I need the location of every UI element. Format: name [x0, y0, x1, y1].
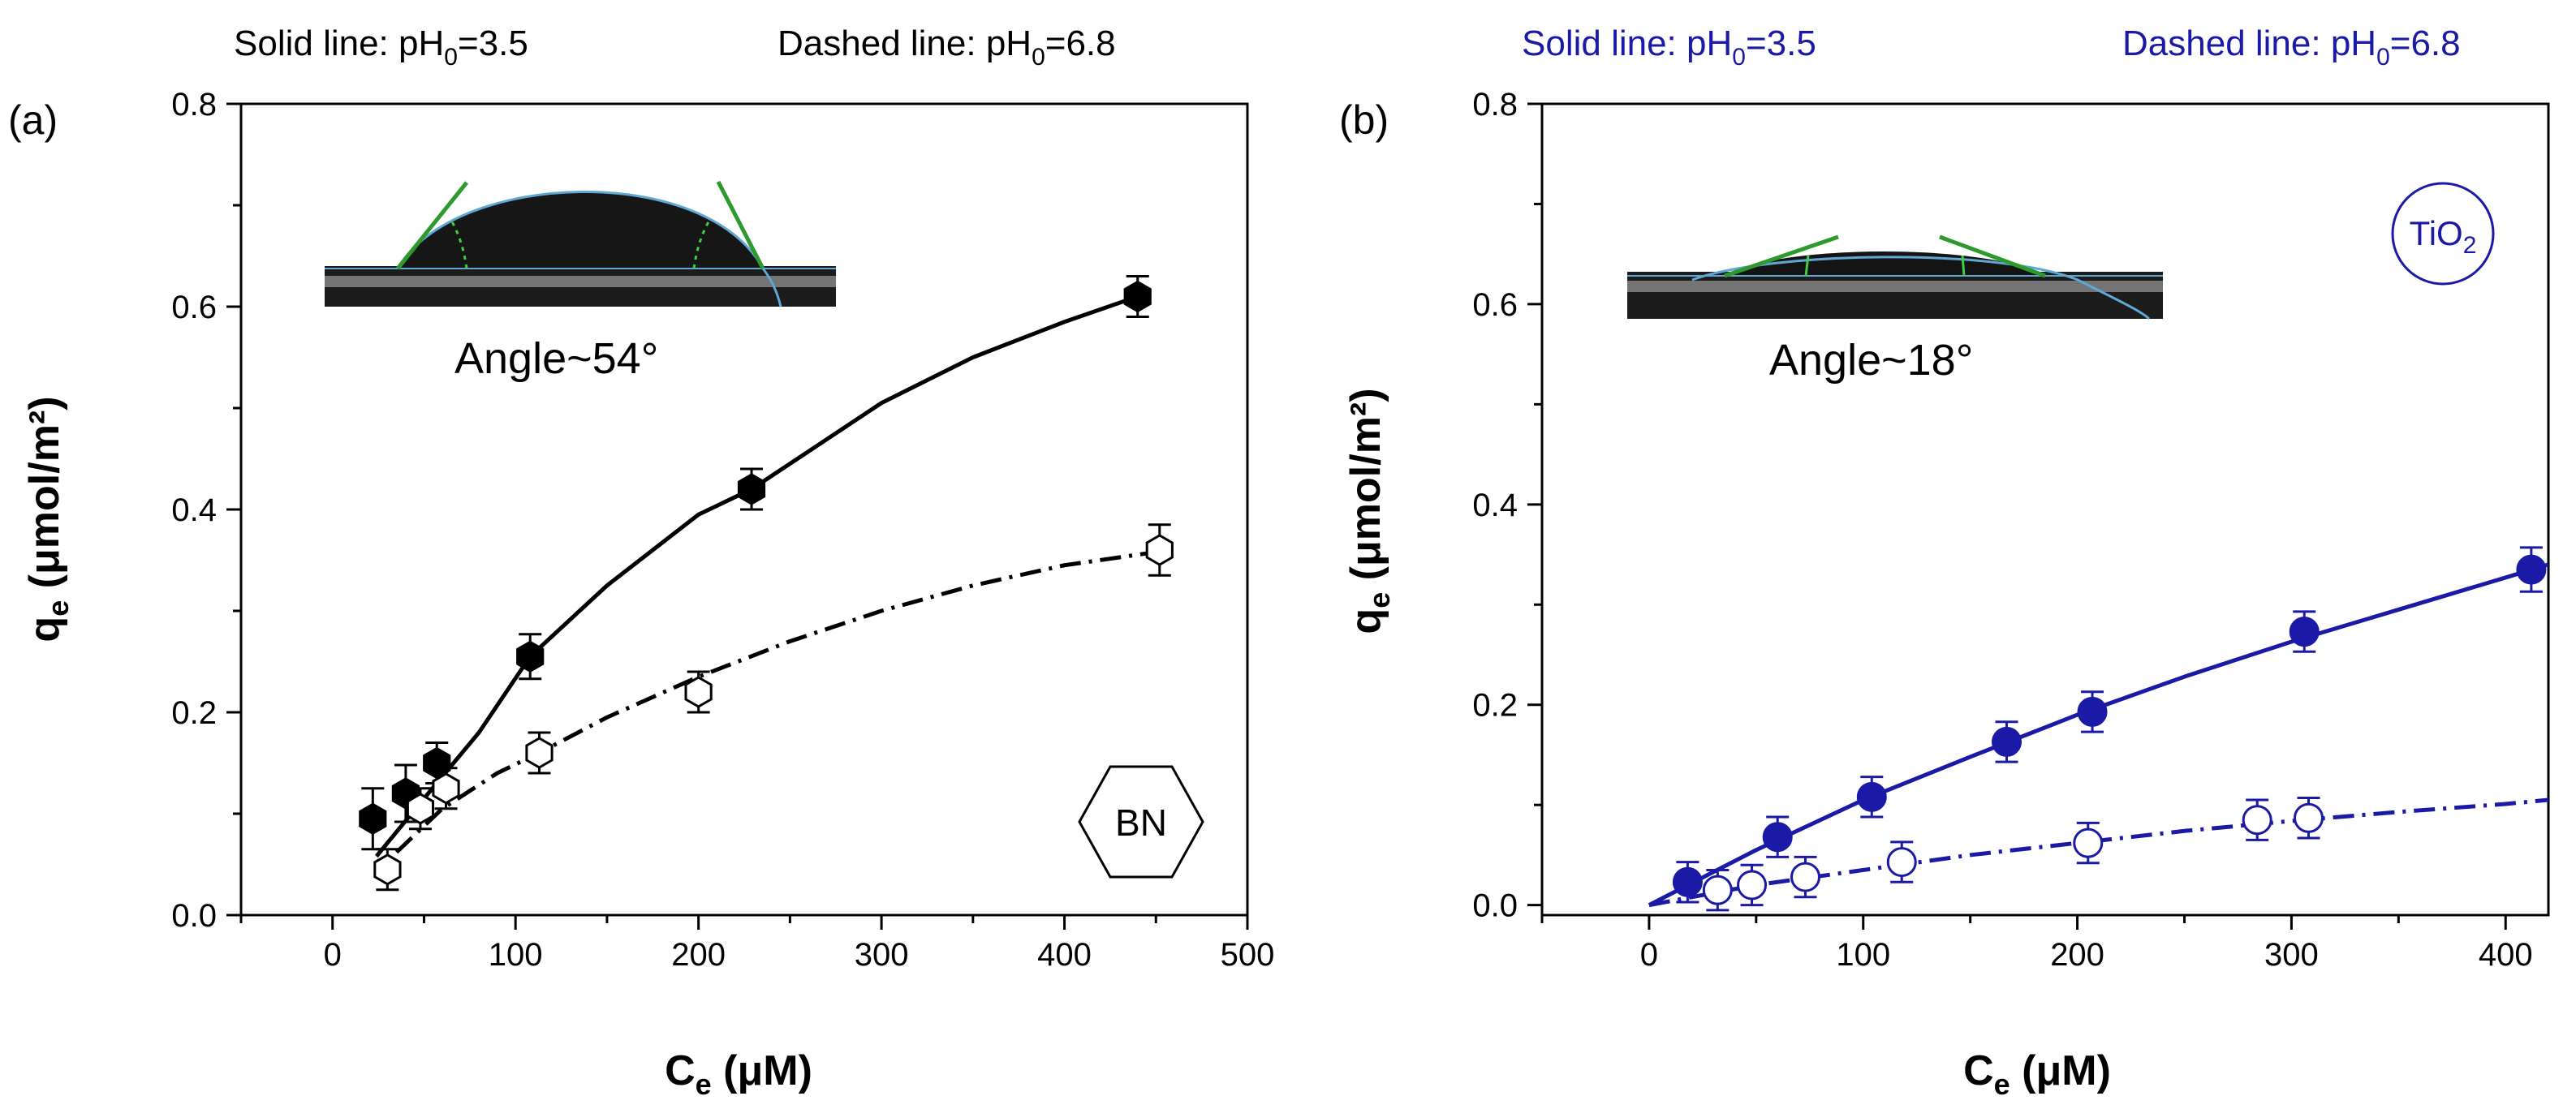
panel-b-fit-lines — [1648, 562, 2549, 908]
y-tick-label: 0.4 — [1472, 488, 1518, 523]
panel-a-fit-lines — [374, 294, 1157, 858]
y-tick-label: 0.4 — [171, 492, 217, 528]
y-tick-label: 0.6 — [1472, 287, 1518, 323]
panel-b-contact-angle-inset — [1627, 234, 2163, 320]
data-point-open — [2073, 827, 2104, 858]
x-tick-label: 0 — [1640, 937, 1658, 973]
data-point-open — [525, 737, 554, 769]
data-point-open — [373, 853, 402, 886]
panel-b-material-badge: TiO2 — [2391, 182, 2495, 286]
panel-a-inset-caption: Angle~54° — [454, 334, 658, 383]
panel-a-ylabel: qe (μmol/m²) — [21, 396, 75, 642]
data-point-open — [1886, 847, 1917, 878]
data-point-filled — [1762, 822, 1793, 853]
data-point-open — [1702, 875, 1733, 905]
y-tick-label: 0.8 — [171, 87, 217, 123]
y-tick-label: 0.2 — [171, 695, 217, 731]
y-tick-label: 0.2 — [1472, 688, 1518, 724]
x-tick-label: 100 — [1836, 937, 1890, 973]
panel-b: (b) Solid line: pH0=3.5 Dashed line: pH0… — [1339, 24, 2550, 1101]
x-tick-label: 400 — [1037, 937, 1092, 973]
panel-a-label: (a) — [8, 97, 58, 143]
panel-a-contact-angle-inset — [325, 180, 836, 307]
panel-a-header-left: Solid line: pH0=3.5 — [234, 24, 528, 71]
panel-a-ticks: 0 100 200 300 400 500 0.0 0.2 0.4 0.6 0.8 — [171, 87, 1274, 973]
panel-b-label: (b) — [1339, 97, 1389, 143]
x-tick-label: 400 — [2479, 937, 2533, 973]
panel-a-header-right: Dashed line: pH0=6.8 — [778, 24, 1116, 71]
data-point-open — [2294, 802, 2324, 833]
y-tick-label: 0.8 — [1472, 87, 1518, 123]
data-point-filled — [1123, 280, 1152, 313]
dashed-fit-line — [394, 550, 1157, 854]
panel-a-xlabel: Ce (μM) — [665, 1047, 812, 1101]
x-tick-label: 500 — [1221, 937, 1275, 973]
data-point-open — [684, 676, 713, 708]
data-point-filled — [2077, 696, 2108, 727]
data-point-open — [1145, 534, 1174, 566]
panel-b-ticks: 0 100 200 300 400 0.0 0.2 0.4 0.6 0.8 — [1472, 87, 2532, 973]
x-tick-label: 0 — [324, 937, 342, 973]
data-point-filled — [359, 802, 387, 836]
panel-b-data-points — [1672, 546, 2547, 912]
panel-b-xlabel: Ce (μM) — [1963, 1047, 2111, 1101]
panel-a: (a) Solid line: pH0=3.5 Dashed line: pH0… — [8, 24, 1274, 1101]
panel-b-ylabel: qe (μmol/m²) — [1342, 388, 1396, 634]
data-point-open — [406, 793, 434, 825]
data-point-filled — [516, 640, 545, 673]
x-tick-label: 300 — [2264, 937, 2319, 973]
data-point-open — [1790, 862, 1821, 892]
data-point-filled — [1672, 866, 1703, 897]
x-tick-label: 100 — [489, 937, 543, 973]
panel-a-data-points — [359, 275, 1174, 892]
data-point-open — [2242, 805, 2272, 836]
data-point-filled — [423, 746, 451, 780]
panel-b-header-right: Dashed line: pH0=6.8 — [2122, 24, 2461, 71]
x-tick-label: 200 — [671, 937, 726, 973]
svg-text:BN: BN — [1115, 802, 1167, 844]
y-tick-label: 0.0 — [1472, 888, 1518, 924]
data-point-open — [1737, 870, 1768, 901]
data-point-filled — [2516, 554, 2547, 585]
data-point-filled — [1856, 781, 1887, 812]
data-point-open — [432, 772, 460, 805]
y-tick-label: 0.6 — [171, 290, 217, 325]
svg-text:TiO2: TiO2 — [2410, 214, 2477, 259]
y-tick-label: 0.0 — [171, 898, 217, 934]
panel-a-material-badge: BN — [1078, 765, 1204, 879]
data-point-filled — [737, 473, 766, 505]
panel-b-header-left: Solid line: pH0=3.5 — [1522, 24, 1816, 71]
x-tick-label: 200 — [2050, 937, 2104, 973]
x-tick-label: 300 — [855, 937, 909, 973]
solid-fit-line — [1648, 562, 2549, 907]
panel-b-inset-caption: Angle~18° — [1769, 336, 1973, 385]
data-point-filled — [1992, 726, 2022, 757]
data-point-filled — [2289, 617, 2320, 647]
panel-b-plot-frame — [1540, 102, 2550, 917]
solid-fit-line — [374, 294, 1139, 858]
